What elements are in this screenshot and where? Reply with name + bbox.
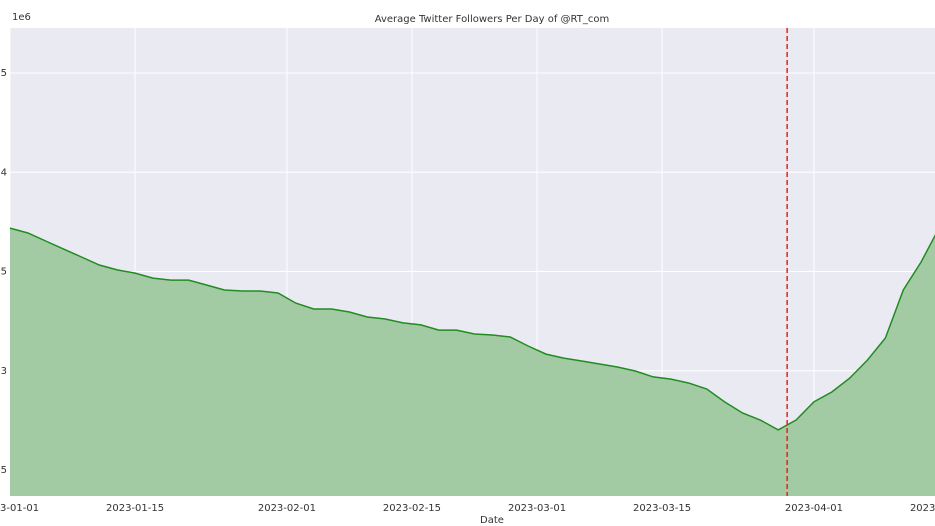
x-tick-label: 2023-04-15: [910, 503, 935, 514]
y-tick-label: 4.5: [0, 68, 7, 79]
x-tick-label: 2023-01-01: [0, 503, 39, 514]
x-tick-label: 2023-03-01: [508, 503, 566, 514]
x-tick-label: 2023-03-15: [633, 503, 691, 514]
chart-title: Average Twitter Followers Per Day of @RT…: [375, 14, 610, 25]
x-tick-label: 2023-01-15: [106, 503, 164, 514]
x-tick-label: 2023-02-01: [258, 503, 316, 514]
y-tick-label: 2.5: [0, 465, 7, 476]
y-offset-label: 1e6: [12, 12, 31, 23]
y-tick-label: 4: [1, 167, 7, 178]
x-axis-label: Date: [480, 515, 504, 526]
area-fill: [10, 228, 935, 496]
y-tick-label: 3.5: [0, 267, 7, 278]
y-tick-label: 3: [1, 366, 7, 377]
line: [9, 227, 935, 431]
x-tick-label: 2023-04-01: [785, 503, 843, 514]
x-tick-label: 2023-02-15: [383, 503, 441, 514]
